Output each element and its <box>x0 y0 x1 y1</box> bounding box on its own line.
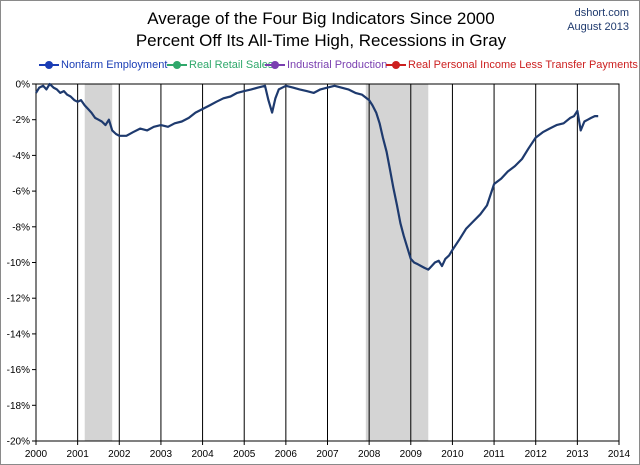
recession-band <box>365 84 429 441</box>
y-tick-label: -4% <box>12 151 30 162</box>
chart-title: Average of the Four Big Indicators Since… <box>147 9 495 28</box>
x-tick-label: 2005 <box>233 449 256 460</box>
y-tick-label: -14% <box>7 329 30 340</box>
legend-item-real-retail-sales: Real Retail Sales <box>167 59 273 71</box>
x-tick-label: 2006 <box>275 449 298 460</box>
x-tick-label: 2009 <box>400 449 423 460</box>
legend-item-nonfarm-employment: Nonfarm Employment <box>39 59 167 71</box>
legend-label: Real Retail Sales <box>189 59 274 71</box>
y-tick-label: -10% <box>7 258 30 269</box>
legend-label: Real Personal Income Less Transfer Payme… <box>408 59 638 71</box>
x-tick-label: 2011 <box>483 449 505 460</box>
x-tick-label: 2008 <box>358 449 381 460</box>
recession-band <box>84 84 113 441</box>
y-tick-label: -18% <box>7 401 30 412</box>
date-credit: August 2013 <box>567 21 629 33</box>
x-tick-label: 2000 <box>25 449 48 460</box>
x-tick-label: 2002 <box>108 449 131 460</box>
legend-swatch <box>167 60 187 70</box>
x-tick-label: 2013 <box>566 449 589 460</box>
y-tick-label: -2% <box>12 115 30 126</box>
x-tick-label: 2014 <box>608 449 631 460</box>
legend: Nonfarm Employment Real Retail Sales Ind… <box>1 59 639 73</box>
chart-subtitle: Percent Off Its All-Time High, Recession… <box>135 31 507 50</box>
x-tick-label: 2010 <box>441 449 464 460</box>
source-credit: dshort.com <box>574 7 629 19</box>
legend-swatch <box>386 60 406 70</box>
x-tick-label: 2001 <box>67 449 90 460</box>
legend-item-real-personal-income: Real Personal Income Less Transfer Payme… <box>386 59 638 71</box>
series-line <box>35 82 599 271</box>
y-tick-label: -16% <box>7 365 30 376</box>
x-tick-label: 2012 <box>525 449 548 460</box>
x-tick-label: 2003 <box>150 449 173 460</box>
y-tick-label: -20% <box>7 437 30 448</box>
y-tick-label: -8% <box>12 222 30 233</box>
legend-swatch <box>39 60 59 70</box>
legend-label: Nonfarm Employment <box>61 59 168 71</box>
y-tick-label: 0% <box>16 80 31 91</box>
legend-item-industrial-production: Industrial Production <box>265 59 387 71</box>
legend-swatch <box>265 60 285 70</box>
y-tick-label: -6% <box>12 187 30 198</box>
x-tick-label: 2004 <box>191 449 214 460</box>
x-tick-label: 2007 <box>316 449 339 460</box>
legend-label: Industrial Production <box>287 59 388 71</box>
y-tick-label: -12% <box>7 294 30 305</box>
